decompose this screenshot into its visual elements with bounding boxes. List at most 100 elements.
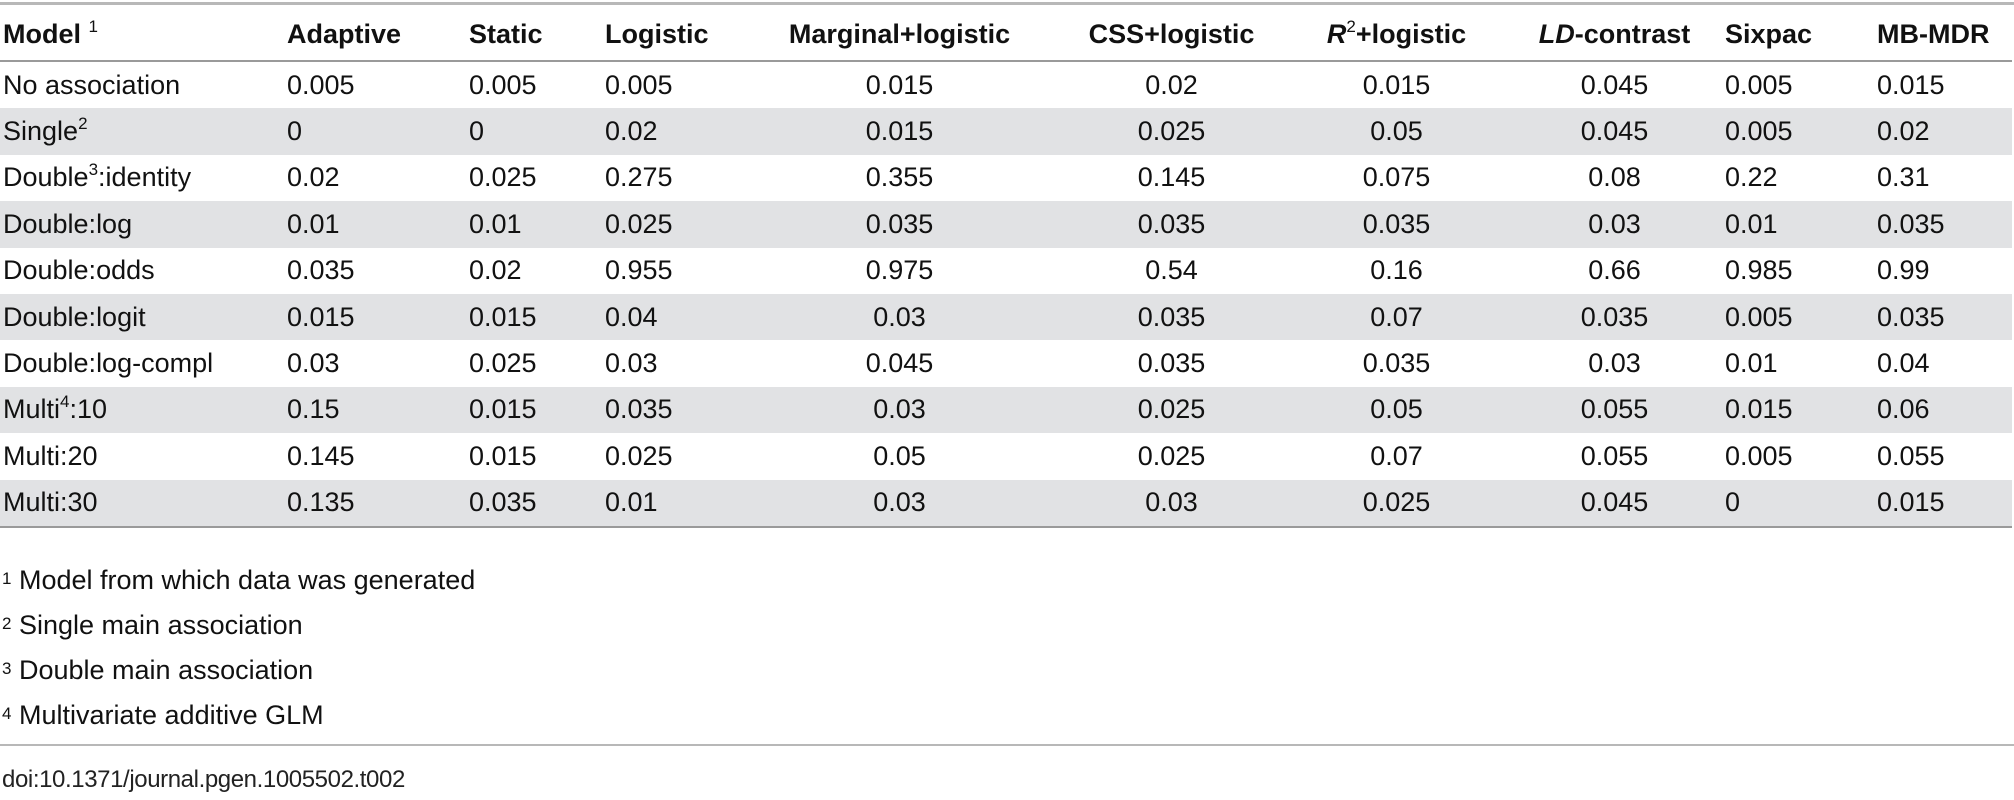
cell-mb-mdr: 0.035 bbox=[1874, 293, 2012, 341]
cell-logistic: 0.03 bbox=[605, 348, 658, 379]
table-row: Double:odds 0.035 0.02 0.955 0.975 0.54 0.16 0.… bbox=[0, 248, 2012, 294]
cell-r2-logistic: 0.05 bbox=[1286, 386, 1504, 434]
cell-sixpac: 0.005 bbox=[1725, 69, 1793, 100]
cell-ld-contrast: 0.045 bbox=[1504, 108, 1722, 155]
cell-model: No association bbox=[3, 69, 181, 100]
cell-r2-logistic: 0.075 bbox=[1362, 162, 1431, 193]
cell-ld-contrast: 0.045 bbox=[1504, 479, 1722, 527]
cell-css-logistic: 0.145 bbox=[1137, 162, 1206, 193]
cell-adaptive: 0.02 bbox=[287, 162, 340, 193]
cell-marginal-logistic: 0.035 bbox=[742, 201, 1054, 248]
cell-mb-mdr: 0.06 bbox=[1874, 386, 2012, 434]
footnote-1: 1 Model from which data was generated bbox=[2, 565, 476, 595]
cell-static: 0.02 bbox=[469, 255, 522, 286]
cell-mb-mdr: 0.015 bbox=[1877, 69, 1945, 100]
col-header-adaptive: Adaptive bbox=[287, 18, 402, 49]
cell-model: Multi4:10 bbox=[0, 386, 284, 434]
cell-r2-logistic: 0.035 bbox=[1362, 348, 1431, 379]
cell-adaptive: 0.035 bbox=[287, 255, 355, 286]
results-table: Model 1 Adaptive Static Logistic Margina… bbox=[0, 8, 2012, 528]
cell-static: 0.025 bbox=[469, 348, 537, 379]
col-header-static: Static bbox=[469, 18, 543, 49]
cell-marginal-logistic: 0.045 bbox=[865, 348, 934, 379]
cell-model: Multi:30 bbox=[0, 479, 284, 527]
cell-css-logistic: 0.025 bbox=[1054, 386, 1286, 434]
table-row: Multi:30 0.135 0.035 0.01 0.03 0.03 0.025 0.045… bbox=[0, 479, 2012, 527]
cell-r2-logistic: 0.16 bbox=[1370, 255, 1423, 286]
table-row: Multi4:10 0.15 0.015 0.035 0.03 0.025 0.05 0.05… bbox=[0, 386, 2012, 434]
cell-sixpac: 0.015 bbox=[1722, 386, 1874, 434]
cell-logistic: 0.955 bbox=[605, 255, 673, 286]
cell-mb-mdr: 0.31 bbox=[1877, 162, 1930, 193]
cell-css-logistic: 0.025 bbox=[1054, 108, 1286, 155]
cell-static: 0.015 bbox=[466, 293, 602, 341]
cell-mb-mdr: 0.055 bbox=[1877, 440, 1945, 471]
cell-logistic: 0.01 bbox=[602, 479, 742, 527]
cell-marginal-logistic: 0.03 bbox=[742, 293, 1054, 341]
cell-mb-mdr: 0.99 bbox=[1877, 255, 1930, 286]
doi-link[interactable]: doi:10.1371/journal.pgen.1005502.t002 bbox=[2, 766, 405, 793]
cell-css-logistic: 0.035 bbox=[1137, 348, 1206, 379]
cell-model: Double:log-compl bbox=[3, 348, 214, 379]
header-row: Model 1 Adaptive Static Logistic Margina… bbox=[0, 8, 2012, 61]
cell-r2-logistic: 0.07 bbox=[1370, 440, 1423, 471]
cell-sixpac: 0.01 bbox=[1722, 201, 1874, 248]
cell-css-logistic: 0.035 bbox=[1054, 201, 1286, 248]
cell-adaptive: 0.03 bbox=[287, 348, 340, 379]
top-rule bbox=[0, 2, 2014, 5]
footnote-2: 2 Single main association bbox=[2, 610, 303, 640]
col-header-ld-contrast: LD-contrast bbox=[1538, 18, 1691, 49]
cell-marginal-logistic: 0.355 bbox=[865, 162, 934, 193]
cell-mb-mdr: 0.02 bbox=[1874, 108, 2012, 155]
cell-static: 0.025 bbox=[469, 162, 537, 193]
cell-sixpac: 0.22 bbox=[1725, 162, 1778, 193]
cell-sixpac: 0.01 bbox=[1725, 348, 1778, 379]
cell-r2-logistic: 0.07 bbox=[1286, 293, 1504, 341]
cell-adaptive: 0.145 bbox=[287, 440, 355, 471]
bottom-rule bbox=[0, 744, 2014, 746]
table-row: Double:log 0.01 0.01 0.025 0.035 0.035 0.035 0.… bbox=[0, 201, 2012, 248]
cell-mb-mdr: 0.04 bbox=[1877, 348, 1930, 379]
footnote-3: 3 Double main association bbox=[2, 655, 314, 685]
cell-marginal-logistic: 0.975 bbox=[865, 255, 934, 286]
cell-model: Multi:20 bbox=[3, 440, 98, 471]
cell-r2-logistic: 0.05 bbox=[1286, 108, 1504, 155]
cell-sixpac: 0 bbox=[1722, 479, 1874, 527]
cell-static: 0.015 bbox=[466, 386, 602, 434]
cell-static: 0.035 bbox=[466, 479, 602, 527]
footnote-4: 4 Multivariate additive GLM bbox=[2, 700, 324, 730]
col-header-model: Model 1 bbox=[3, 16, 98, 49]
cell-static: 0.015 bbox=[469, 440, 537, 471]
col-header-r2-logistic: R2+logistic bbox=[1326, 16, 1467, 49]
col-header-marginal-logistic: Marginal+logistic bbox=[788, 18, 1011, 49]
cell-sixpac: 0.005 bbox=[1722, 293, 1874, 341]
table-row: Double:log-compl 0.03 0.025 0.03 0.045 0.035 0… bbox=[0, 340, 2012, 386]
cell-model: Double:odds bbox=[3, 255, 155, 286]
cell-logistic: 0.005 bbox=[605, 69, 673, 100]
table-row: Multi:20 0.145 0.015 0.025 0.05 0.025 0.07 0.05… bbox=[0, 433, 2012, 479]
cell-logistic: 0.035 bbox=[602, 386, 742, 434]
cell-marginal-logistic: 0.015 bbox=[865, 69, 934, 100]
cell-css-logistic: 0.02 bbox=[1145, 69, 1198, 100]
cell-css-logistic: 0.54 bbox=[1145, 255, 1198, 286]
cell-marginal-logistic: 0.05 bbox=[873, 440, 926, 471]
cell-css-logistic: 0.035 bbox=[1054, 293, 1286, 341]
cell-logistic: 0.02 bbox=[602, 108, 742, 155]
cell-adaptive: 0.015 bbox=[284, 293, 466, 341]
cell-logistic: 0.025 bbox=[602, 201, 742, 248]
cell-sixpac: 0.005 bbox=[1725, 440, 1793, 471]
cell-css-logistic: 0.025 bbox=[1137, 440, 1206, 471]
cell-adaptive: 0.135 bbox=[284, 479, 466, 527]
cell-r2-logistic: 0.025 bbox=[1286, 479, 1504, 527]
cell-static: 0.005 bbox=[469, 69, 537, 100]
cell-adaptive: 0.01 bbox=[284, 201, 466, 248]
col-header-css-logistic: CSS+logistic bbox=[1088, 18, 1255, 49]
cell-adaptive: 0 bbox=[284, 108, 466, 155]
cell-model: Double3:identity bbox=[3, 160, 192, 193]
table-row: Single2 0 0 0.02 0.015 0.025 0.05 0.045 0.005 0.0… bbox=[0, 108, 2012, 155]
cell-model: Double:logit bbox=[0, 293, 284, 341]
cell-adaptive: 0.005 bbox=[287, 69, 355, 100]
cell-adaptive: 0.15 bbox=[284, 386, 466, 434]
table-row: Double:logit 0.015 0.015 0.04 0.03 0.035 0.07 0… bbox=[0, 293, 2012, 341]
footnotes: 1 Model from which data was generated 2 … bbox=[2, 558, 475, 738]
